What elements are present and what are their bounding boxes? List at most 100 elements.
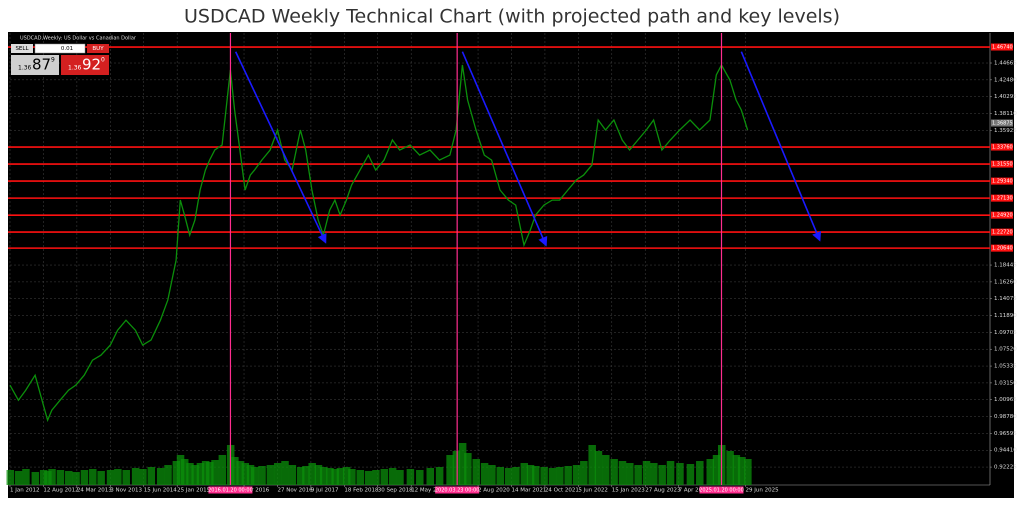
level-tag xyxy=(991,43,1013,51)
x-tick-label: 9 Jul 2017 xyxy=(311,488,339,494)
volume-bar xyxy=(302,466,310,485)
level-label: 1.20640 xyxy=(992,246,1013,252)
volume-bar xyxy=(206,462,214,485)
volume-bar xyxy=(732,455,741,485)
x-tick-label: 3 Nov 2013 xyxy=(110,488,142,494)
y-tick-label: 0.96595 xyxy=(994,431,1017,437)
y-tick-label: 1.03150 xyxy=(994,380,1017,386)
volume-bar xyxy=(388,468,397,485)
volume-bar xyxy=(348,469,356,485)
volume-bar xyxy=(89,469,97,485)
volume-bar xyxy=(172,461,181,485)
volume-bar xyxy=(114,469,122,485)
x-tick-label: 12 May 2019 xyxy=(411,488,447,494)
volume-bar xyxy=(650,463,658,485)
volume-bar xyxy=(520,463,529,485)
volume-bar xyxy=(706,459,714,485)
volume-bar xyxy=(504,468,513,485)
volume-bar xyxy=(31,472,40,485)
volume-bar xyxy=(618,461,627,485)
bid-box[interactable] xyxy=(11,55,59,75)
volume-bar xyxy=(666,461,675,485)
y-tick-label: 1.42480 xyxy=(994,77,1017,83)
volume-bar xyxy=(246,465,255,485)
level-label: 1.22720 xyxy=(992,230,1013,236)
level-label: 1.33760 xyxy=(992,145,1013,151)
volume-bar xyxy=(191,465,199,485)
y-tick-label: 0.94410 xyxy=(994,448,1017,454)
volume-bar xyxy=(176,455,185,485)
current-price-tag xyxy=(991,119,1013,127)
projection-arrow xyxy=(740,51,822,242)
volume-bar xyxy=(452,451,461,485)
price-line xyxy=(9,63,749,423)
volume-bar xyxy=(588,445,596,485)
lot-label: 0.01 xyxy=(61,46,73,52)
ask-box[interactable] xyxy=(61,55,109,75)
volume-bar xyxy=(426,468,434,485)
level-label: 1.31550 xyxy=(992,162,1013,168)
volume-bar xyxy=(6,470,14,485)
volume-bar xyxy=(331,469,339,485)
volume-bar xyxy=(686,464,695,485)
level-tag xyxy=(991,160,1013,168)
volume-bar xyxy=(364,471,373,485)
volume-bar xyxy=(196,463,205,485)
x-tick-label: 24 Mar 2013 xyxy=(77,488,112,494)
volume-bar xyxy=(712,455,721,485)
bid-pips: 87 xyxy=(32,56,51,74)
ask-pips: 92 xyxy=(82,56,101,74)
x-tick-label: 15 Jun 2014 xyxy=(144,488,178,494)
volume-bar xyxy=(496,467,504,485)
volume-bar xyxy=(39,470,48,485)
x-tick-label: 18 Feb 2018 xyxy=(344,488,379,494)
y-tick-label: 1.16260 xyxy=(994,279,1017,285)
volume-bar xyxy=(580,461,588,485)
volume-bar xyxy=(288,465,297,485)
volume-bar xyxy=(726,451,734,485)
volume-bar xyxy=(14,471,23,485)
sell-button[interactable] xyxy=(11,44,33,53)
volume-bar xyxy=(211,460,219,485)
x-tick-label: 5 Jun 2022 xyxy=(578,488,608,494)
x-tick-label: 14 Mar 2021 xyxy=(511,488,546,494)
x-tick-label: 29 Jun 2025 xyxy=(746,488,780,494)
volume-bar xyxy=(156,468,165,485)
x-tick-label: 27 Nov 2016 xyxy=(277,488,313,494)
volume-bar xyxy=(80,470,89,485)
x-tick-label: 1 Jan 2012 xyxy=(10,488,39,494)
y-tick-label: 1.11890 xyxy=(994,313,1017,319)
volume-bar xyxy=(308,463,316,485)
buy-button[interactable] xyxy=(87,44,109,53)
y-tick-label: 0.98780 xyxy=(994,414,1017,420)
volume-bar xyxy=(610,459,618,485)
volume-bar xyxy=(696,461,704,485)
volume-bar xyxy=(147,467,156,485)
x-tick-label: 2 Aug 2020 xyxy=(478,488,510,494)
volume-bar xyxy=(72,472,80,485)
sell-label: SELL xyxy=(15,46,29,52)
volume-bar xyxy=(396,470,404,485)
level-tag xyxy=(991,244,1013,252)
volume-bar xyxy=(556,467,564,485)
volume-bar xyxy=(319,467,328,485)
volume-bar xyxy=(122,470,130,485)
chart-title: USDCAD Weekly Technical Chart (with proj… xyxy=(184,6,840,28)
volume-bar xyxy=(326,468,334,485)
volume-bar xyxy=(464,453,472,485)
volume-bar xyxy=(56,470,65,485)
symbol-label: USDCAD,Weekly: US Dollar vs Canadian Dol… xyxy=(20,36,137,42)
volume-bar xyxy=(180,459,189,485)
volume-bar xyxy=(273,463,282,485)
projection-arrow xyxy=(234,51,327,244)
volume-bar xyxy=(406,469,415,485)
volume-bar xyxy=(164,465,172,485)
volume-bar xyxy=(231,457,239,485)
volume-bar xyxy=(250,467,259,485)
lot-field[interactable] xyxy=(34,43,86,54)
x-tick-label: 24 Oct 2021 xyxy=(545,488,579,494)
current-price-label: 1.36875 xyxy=(992,121,1013,127)
y-tick-label: 1.38110 xyxy=(994,111,1017,117)
event-tag xyxy=(699,486,744,494)
